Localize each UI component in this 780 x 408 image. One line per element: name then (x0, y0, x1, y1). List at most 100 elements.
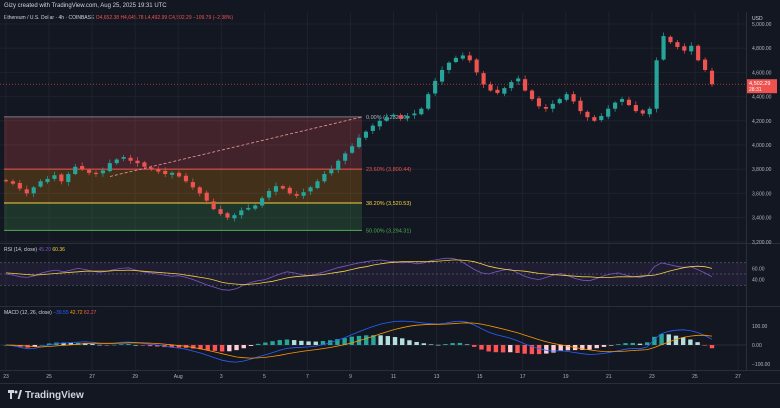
price-tick-label: 5,000.00 (752, 22, 772, 28)
rsi-label[interactable]: RSI (14, close) (4, 247, 38, 253)
candle-body (350, 146, 355, 153)
macd-histogram-bar (342, 338, 347, 345)
signal-line (5, 322, 713, 359)
candle-body (550, 103, 555, 109)
candle-body (426, 94, 431, 109)
candle-body (405, 115, 410, 119)
last-price-value: 4,502.29 (749, 81, 770, 87)
price-tick-label: 3,200.00 (752, 240, 772, 246)
tradingview-logo[interactable]: TradingView (8, 390, 84, 401)
time-tick-label: 27 (89, 374, 95, 380)
candle-body (647, 108, 652, 115)
macd-histogram-bar (529, 345, 535, 355)
macd-histogram-bar (61, 342, 66, 345)
macd-histogram-bar (140, 345, 146, 346)
macd-histogram-bar (688, 339, 693, 345)
macd-histogram-bar (407, 340, 412, 345)
candle-body (128, 157, 133, 161)
candle-body (446, 62, 452, 70)
macd-histogram-bar (558, 345, 563, 351)
candle-body (266, 190, 272, 198)
rsi-legend: RSI (14, close) 45.20 60.36 (4, 247, 65, 253)
candle-body (488, 84, 493, 91)
time-tick-label: 7 (306, 374, 309, 380)
macd-histogram-bar (472, 345, 477, 347)
candle-body (273, 186, 279, 192)
macd-histogram-bar (119, 344, 124, 345)
macd-histogram-bar (644, 342, 650, 345)
time-tick-label: 5 (263, 374, 266, 380)
macd-histogram-bar (47, 343, 52, 345)
chart-credit: Gizy created with TradingView.com, Aug 2… (4, 3, 167, 9)
candle-body (260, 198, 265, 206)
price-tick-label: 3,600.00 (752, 191, 772, 197)
candle-body (516, 78, 521, 82)
macd-histogram-bar (147, 345, 153, 347)
macd-histogram-bar (608, 345, 614, 346)
candle-body (80, 166, 85, 170)
candle-body (156, 169, 161, 172)
candle-body (107, 163, 112, 172)
candle-body (557, 99, 562, 104)
macd-histogram-bar (443, 344, 448, 345)
macd-histogram-bar (522, 345, 527, 354)
candle-body (356, 137, 362, 147)
macd-histogram-bar (630, 342, 635, 345)
macd-histogram-bar (421, 343, 427, 345)
macd-histogram-bar (479, 345, 484, 350)
candle-body (10, 181, 15, 184)
time-tick-label: 25 (46, 374, 52, 380)
time-tick-label: 27 (735, 374, 741, 380)
macd-histogram-bar (68, 342, 74, 345)
candle-body (176, 172, 182, 177)
candle-body (363, 131, 368, 138)
macd-histogram-bar (544, 345, 549, 354)
macd-tick-label: 0.00 (752, 343, 762, 349)
candle-body (412, 113, 417, 116)
candle-body (24, 189, 29, 194)
brand-name: TradingView (25, 390, 84, 401)
macd-histogram-bar (270, 341, 275, 345)
candle-body (308, 187, 313, 192)
macd-histogram-bar (515, 345, 520, 353)
time-tick-label: 23 (649, 374, 655, 380)
candle-body (571, 94, 576, 102)
candle-body (336, 160, 341, 170)
candle-body (433, 80, 438, 94)
time-tick-label: 13 (434, 374, 440, 380)
price-tick-label: 4,400.00 (752, 95, 772, 101)
candle-body (377, 120, 382, 127)
candle-body (294, 194, 299, 196)
macd-histogram-bar (587, 345, 592, 350)
trend-line (109, 116, 363, 177)
macd-histogram-bar (500, 345, 506, 353)
candle-body (142, 162, 147, 167)
candle-body (225, 213, 230, 218)
macd-histogram-bar (284, 339, 290, 345)
time-tick-label: 15 (477, 374, 483, 380)
candle-body (86, 169, 92, 173)
candle-body (619, 99, 625, 102)
macd-histogram-bar (464, 344, 470, 346)
macd-histogram-bar (277, 340, 282, 345)
signal-value: 82.27 (83, 310, 97, 316)
macd-histogram-bar (601, 345, 607, 347)
macd-histogram-bar (594, 345, 599, 349)
macd-histogram-bar (349, 336, 354, 345)
macd-histogram-bar (191, 345, 196, 349)
macd-label[interactable]: MACD (12, 26, close) (4, 310, 52, 316)
candle-body (121, 157, 126, 159)
macd-histogram-bar (666, 334, 671, 345)
macd-histogram-bar (486, 345, 491, 352)
chart-canvas[interactable]: 0.00% (4,232.36)23.60% (3,800.44)38.20% … (0, 0, 780, 383)
candle-body (613, 102, 618, 109)
candle-body (183, 175, 189, 182)
candle-body (384, 117, 389, 121)
time-tick-label: 11 (391, 374, 396, 380)
candle-body (17, 182, 22, 189)
candle-body (606, 108, 611, 117)
candle-body (322, 174, 327, 182)
candle-body (502, 88, 507, 94)
last-price-countdown: 28:31 (749, 87, 762, 93)
